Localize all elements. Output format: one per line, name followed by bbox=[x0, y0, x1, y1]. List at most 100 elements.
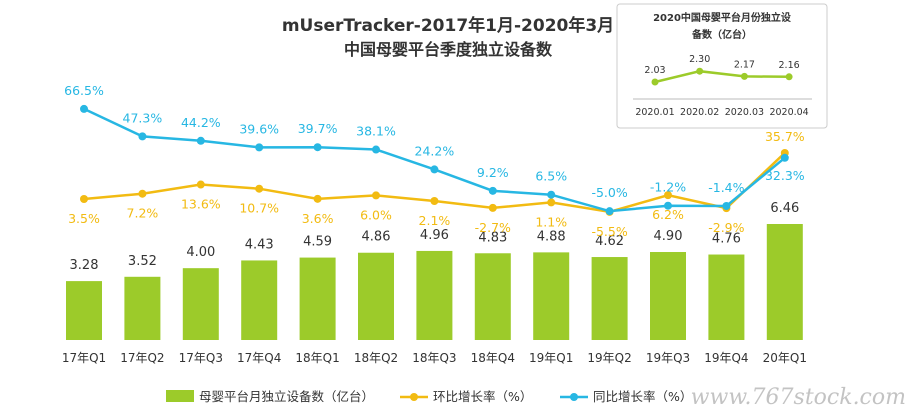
mom-value-label: 6.0% bbox=[360, 207, 392, 222]
category-label: 18年Q4 bbox=[471, 351, 515, 365]
mom-value-label: 6.2% bbox=[652, 207, 684, 222]
category-label: 18年Q1 bbox=[295, 351, 339, 365]
yoy-value-label: 6.5% bbox=[535, 169, 567, 184]
mom-value-label: -2.7% bbox=[475, 220, 511, 235]
yoy-value-label: 39.7% bbox=[298, 121, 338, 136]
bar-value-label: 4.59 bbox=[303, 235, 332, 250]
category-label: 18年Q3 bbox=[412, 351, 456, 365]
mom-point bbox=[255, 184, 264, 193]
category-label: 17年Q4 bbox=[237, 351, 281, 365]
category-label: 18年Q2 bbox=[354, 351, 398, 365]
legend-mom-label: 环比增长率（%） bbox=[433, 389, 532, 404]
category-label: 19年Q3 bbox=[646, 351, 690, 365]
yoy-point bbox=[605, 207, 614, 216]
bar-11 bbox=[708, 254, 745, 340]
yoy-point bbox=[430, 165, 439, 174]
bar-value-label: 4.96 bbox=[420, 228, 449, 243]
mom-value-label: 2.1% bbox=[419, 213, 451, 228]
yoy-point bbox=[488, 186, 497, 195]
mom-point bbox=[372, 191, 380, 200]
inset-chart: 2020中国母婴平台月份独立设 备数（亿台） 2.03 2.30 2.17 2.16 2… bbox=[616, 3, 828, 129]
yoy-point bbox=[722, 202, 731, 211]
yoy-value-label: -5.0% bbox=[591, 185, 627, 200]
inset-category-label: 2020.02 bbox=[680, 107, 719, 118]
mom-point bbox=[430, 196, 439, 205]
bar-6 bbox=[416, 250, 453, 340]
category-label: 20年Q1 bbox=[763, 351, 807, 365]
category-label: 17年Q3 bbox=[179, 351, 223, 365]
bar-value-label: 4.43 bbox=[245, 237, 274, 252]
bar-8 bbox=[533, 252, 570, 340]
mom-point bbox=[488, 203, 497, 212]
inset-point bbox=[740, 72, 748, 80]
yoy-point bbox=[664, 201, 672, 210]
inset-point bbox=[651, 78, 659, 86]
bar-value-label: 4.62 bbox=[595, 234, 624, 249]
mom-point bbox=[547, 198, 556, 207]
category-label: 19年Q2 bbox=[587, 351, 631, 365]
inset-category-label: 2020.04 bbox=[769, 107, 808, 118]
yoy-value-label: 39.6% bbox=[239, 121, 279, 136]
inset-value-label: 2.16 bbox=[779, 60, 800, 71]
bar-9 bbox=[591, 257, 628, 340]
bar-4 bbox=[299, 257, 336, 340]
mom-value-label: -5.5% bbox=[591, 224, 627, 239]
bar-value-label: 3.28 bbox=[70, 258, 99, 273]
inset-line bbox=[654, 69, 790, 84]
bar-value-label: 6.46 bbox=[770, 201, 799, 216]
bar-value-label: 4.86 bbox=[362, 230, 391, 245]
category-label: 17年Q1 bbox=[62, 351, 106, 365]
inset-category-label: 2020.01 bbox=[635, 107, 674, 118]
mom-value-label: 10.7% bbox=[239, 201, 279, 216]
bar-2 bbox=[182, 268, 219, 340]
category-label: 17年Q2 bbox=[120, 351, 164, 365]
bar-12 bbox=[766, 224, 803, 340]
mom-point bbox=[196, 180, 205, 189]
yoy-value-label: 66.5% bbox=[64, 83, 104, 98]
mom-point bbox=[80, 194, 88, 203]
chart-subtitle: 中国母婴平台季度独立设备数 bbox=[344, 40, 553, 59]
bar-value-label: 3.52 bbox=[128, 254, 157, 269]
inset-point bbox=[696, 67, 704, 75]
legend-mom-marker bbox=[410, 393, 418, 401]
yoy-point bbox=[196, 136, 205, 145]
watermark: www.767stock.com bbox=[691, 385, 906, 410]
category-label: 19年Q1 bbox=[529, 351, 573, 365]
mom-value-label: 3.5% bbox=[68, 211, 100, 226]
mom-value-label: 1.1% bbox=[535, 214, 567, 229]
bar-value-label: 4.76 bbox=[712, 232, 741, 247]
inset-value-label: 2.17 bbox=[734, 59, 755, 70]
inset-border bbox=[616, 3, 828, 129]
yoy-point bbox=[80, 104, 88, 113]
bar-value-label: 4.90 bbox=[654, 229, 683, 244]
yoy-point bbox=[372, 145, 380, 154]
bar-0 bbox=[66, 281, 102, 340]
yoy-point bbox=[780, 153, 789, 162]
yoy-value-label: 32.3% bbox=[765, 168, 805, 183]
mom-point bbox=[138, 189, 147, 198]
category-label: 19年Q4 bbox=[704, 351, 748, 365]
bar-7 bbox=[474, 253, 511, 340]
yoy-point bbox=[313, 143, 322, 152]
inset-value-label: 2.03 bbox=[644, 65, 665, 76]
yoy-value-label: 38.1% bbox=[356, 124, 396, 139]
yoy-value-label: 47.3% bbox=[123, 110, 163, 125]
legend-bar-swatch bbox=[166, 390, 194, 402]
mom-point bbox=[313, 194, 322, 203]
inset-title: 2020中国母婴平台月份独立设 bbox=[653, 11, 791, 24]
yoy-point bbox=[138, 132, 147, 141]
bar-10 bbox=[650, 252, 686, 340]
mom-value-label: 13.6% bbox=[181, 197, 221, 212]
inset-point bbox=[785, 73, 793, 81]
mom-point bbox=[664, 191, 672, 200]
inset-title-unit: 备数（亿台） bbox=[691, 28, 752, 41]
bar-3 bbox=[241, 260, 278, 340]
mom-value-label: 7.2% bbox=[127, 206, 159, 221]
bar-value-label: 4.00 bbox=[186, 245, 215, 260]
legend-yoy-marker bbox=[570, 393, 578, 401]
mom-value-label: 35.7% bbox=[765, 129, 805, 144]
mom-value-label: -2.9% bbox=[708, 220, 744, 235]
legend-bar-label: 母婴平台月独立设备数（亿台） bbox=[199, 389, 374, 404]
yoy-point bbox=[547, 190, 556, 199]
